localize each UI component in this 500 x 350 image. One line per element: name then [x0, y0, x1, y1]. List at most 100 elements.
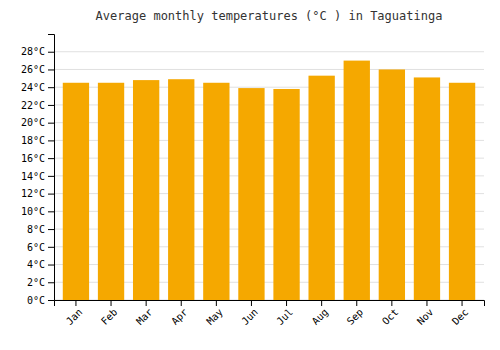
x-tick-label: Oct — [380, 306, 401, 327]
x-tick: Jul — [274, 300, 295, 327]
x-tick: Mar — [134, 300, 155, 327]
x-tick-mark — [251, 300, 252, 306]
y-tick-label: 2°C — [27, 277, 45, 288]
y-tick-label: 26°C — [21, 64, 45, 75]
x-tick-mark — [286, 300, 287, 306]
title: Average monthly temperatures (°C ) in Ta… — [96, 9, 443, 23]
x-tick: Feb — [99, 300, 120, 327]
y-tick-label: 28°C — [21, 46, 45, 57]
bar — [414, 77, 440, 300]
y-tick-mark — [48, 176, 54, 177]
x-tick-label: Aug — [310, 306, 331, 327]
x-tick: Sep — [345, 300, 366, 327]
y-tick-mark — [48, 69, 54, 70]
y-tick: 22°C — [21, 100, 54, 111]
y-tick: 2°C — [27, 277, 54, 288]
x-tick-mark — [462, 300, 463, 306]
x-tick-label: Apr — [169, 306, 190, 327]
x-tick: Nov — [415, 300, 436, 327]
x-tick: Apr — [169, 300, 190, 327]
x-tick-label: Sep — [345, 306, 366, 327]
bar — [308, 76, 334, 300]
x-tick-label: Feb — [99, 306, 120, 327]
x-tick-mark — [111, 300, 112, 306]
bar — [449, 83, 475, 300]
x-tick-mark — [75, 300, 76, 306]
y-tick: 20°C — [21, 117, 54, 128]
x-tick-label: May — [204, 306, 225, 327]
y-tick-mark — [48, 265, 54, 266]
bar — [63, 83, 89, 300]
y-tick-mark — [48, 282, 54, 283]
x-tick: Oct — [380, 300, 401, 327]
x-tick-mark — [146, 300, 147, 306]
x-tick-label: Jul — [274, 306, 295, 327]
y-tick-mark — [48, 194, 54, 195]
x-tick-mark — [321, 300, 322, 306]
x-axis-line — [55, 301, 485, 307]
y-tick: 12°C — [21, 188, 54, 199]
y-tick: 8°C — [27, 224, 54, 235]
y-axis-line — [48, 35, 55, 301]
y-tick-mark — [48, 52, 54, 53]
y-tick-label: 12°C — [21, 188, 45, 199]
y-tick-label: 16°C — [21, 153, 45, 164]
x-tick-mark — [181, 300, 182, 306]
grid — [54, 52, 484, 300]
y-tick-label: 22°C — [21, 100, 45, 111]
x-tick-mark — [391, 300, 392, 306]
y-tick: 14°C — [21, 171, 54, 182]
y-tick-mark — [48, 300, 54, 301]
x-tick-label: Mar — [134, 306, 155, 327]
y-tick-label: 20°C — [21, 117, 45, 128]
bar — [238, 88, 264, 300]
plot-area — [63, 61, 475, 300]
chart-svg: Jan Feb Mar Apr May Jun Jul Aug Sep Oct Nov Dec 0°C 2… — [0, 0, 500, 350]
x-tick-label: Nov — [415, 306, 436, 327]
y-tick-mark — [48, 247, 54, 248]
y-tick-mark — [48, 140, 54, 141]
chart-container: Jan Feb Mar Apr May Jun Jul Aug Sep Oct Nov Dec 0°C 2… — [0, 0, 500, 350]
y-tick: 16°C — [21, 153, 54, 164]
y-tick-label: 24°C — [21, 82, 45, 93]
x-tick: May — [204, 300, 225, 327]
y-tick: 0°C — [27, 295, 54, 306]
x-tick-mark — [426, 300, 427, 306]
y-tick-label: 4°C — [27, 259, 45, 270]
x-tick: Jan — [64, 300, 85, 327]
y-tick: 24°C — [21, 82, 54, 93]
bar — [344, 61, 370, 300]
x-tick-label: Jun — [239, 306, 260, 327]
y-axis: 0°C 2°C 4°C 6°C 8°C 10°C 12°C 14°C 16°C 18°C 20°C 2… — [21, 35, 55, 306]
bar — [379, 69, 405, 300]
x-tick-label: Dec — [450, 306, 471, 327]
y-tick: 6°C — [27, 242, 54, 253]
bar — [98, 83, 124, 300]
x-tick: Aug — [310, 300, 331, 327]
y-tick-mark — [48, 123, 54, 124]
y-tick-label: 8°C — [27, 224, 45, 235]
x-tick-mark — [356, 300, 357, 306]
y-tick: 10°C — [21, 206, 54, 217]
y-tick: 26°C — [21, 64, 54, 75]
x-axis: Jan Feb Mar Apr May Jun Jul Aug Sep Oct Nov Dec — [55, 300, 485, 327]
bar — [168, 79, 194, 300]
y-tick-mark — [48, 229, 54, 230]
grid-line — [54, 51, 484, 52]
y-tick-mark — [48, 211, 54, 212]
y-tick: 28°C — [21, 46, 54, 57]
bar — [273, 89, 299, 300]
y-tick: 18°C — [21, 135, 54, 146]
grid-line — [54, 69, 484, 70]
y-tick: 4°C — [27, 259, 54, 270]
y-tick-label: 10°C — [21, 206, 45, 217]
y-tick-label: 0°C — [27, 295, 45, 306]
bar — [203, 83, 229, 300]
y-tick-label: 18°C — [21, 135, 45, 146]
y-tick-mark — [48, 87, 54, 88]
y-tick-mark — [48, 105, 54, 106]
x-tick-mark — [216, 300, 217, 306]
bar — [133, 80, 159, 300]
y-tick-label: 6°C — [27, 242, 45, 253]
x-tick: Dec — [450, 300, 471, 327]
